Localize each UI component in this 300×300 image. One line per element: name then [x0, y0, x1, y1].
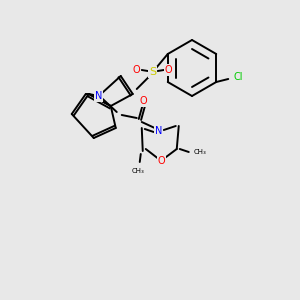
- Text: CH₃: CH₃: [194, 149, 206, 155]
- Text: CH₃: CH₃: [131, 168, 144, 174]
- Text: O: O: [158, 156, 166, 166]
- Text: N: N: [155, 126, 162, 136]
- Text: O: O: [140, 96, 148, 106]
- Text: O: O: [133, 65, 141, 75]
- Text: O: O: [165, 65, 172, 75]
- Text: S: S: [149, 67, 156, 77]
- Text: Cl: Cl: [233, 72, 243, 82]
- Text: N: N: [95, 91, 102, 101]
